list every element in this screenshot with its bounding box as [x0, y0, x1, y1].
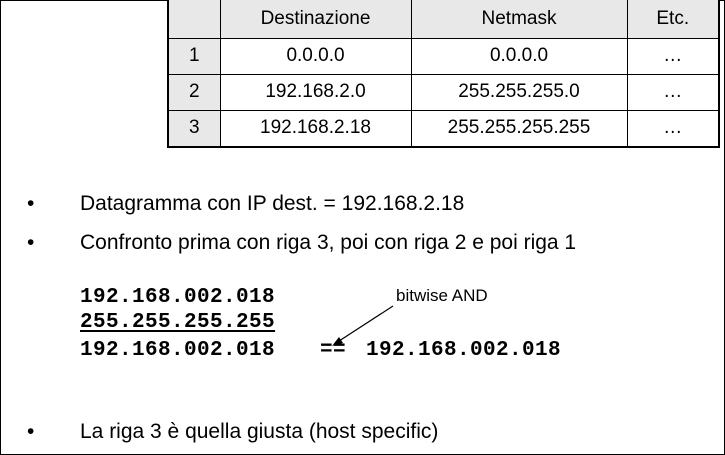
etc-cell: …	[626, 73, 720, 111]
equals-operator: ==	[320, 339, 347, 362]
etc-cell: …	[626, 37, 720, 75]
header-cell-netmask: Netmask	[410, 0, 628, 39]
header-cell-destinazione: Destinazione	[219, 0, 412, 39]
routing-table: Destinazione Netmask Etc. 1 0.0.0.0 0.0.…	[167, 0, 720, 148]
ip-address-line: 192.168.002.018	[80, 286, 276, 309]
netmask-cell: 255.255.255.255	[410, 109, 628, 148]
header-cell-etc: Etc.	[626, 0, 720, 39]
netmask-line: 255.255.255.255	[80, 311, 276, 334]
etc-cell: …	[626, 109, 720, 148]
table-row: 1 0.0.0.0 0.0.0.0 …	[167, 37, 720, 75]
row-index-cell: 3	[167, 109, 221, 148]
bullet-marker: •	[27, 192, 35, 215]
netmask-cell: 0.0.0.0	[410, 37, 628, 75]
table-row: 3 192.168.2.18 255.255.255.255 …	[167, 109, 720, 148]
destination-compare-value: 192.168.002.018	[366, 339, 562, 362]
bullet-marker: •	[27, 231, 35, 254]
bullet-marker: •	[27, 420, 35, 443]
table-header-row: Destinazione Netmask Etc.	[167, 0, 720, 39]
destination-cell: 192.168.2.0	[219, 73, 412, 111]
bullet-text-datagram: Datagramma con IP dest. = 192.168.2.18	[80, 192, 465, 215]
row-index-cell: 2	[167, 73, 221, 111]
bullet-text-comparison: Confronto prima con riga 3, poi con riga…	[80, 231, 577, 254]
destination-cell: 192.168.2.18	[219, 109, 412, 148]
bitwise-and-annotation: bitwise AND	[396, 286, 488, 305]
bullet-text-conclusion: La riga 3 è quella giusta (host specific…	[80, 420, 439, 443]
destination-cell: 0.0.0.0	[219, 37, 412, 75]
and-result-line: 192.168.002.018	[80, 339, 276, 362]
header-cell-index	[167, 0, 221, 39]
